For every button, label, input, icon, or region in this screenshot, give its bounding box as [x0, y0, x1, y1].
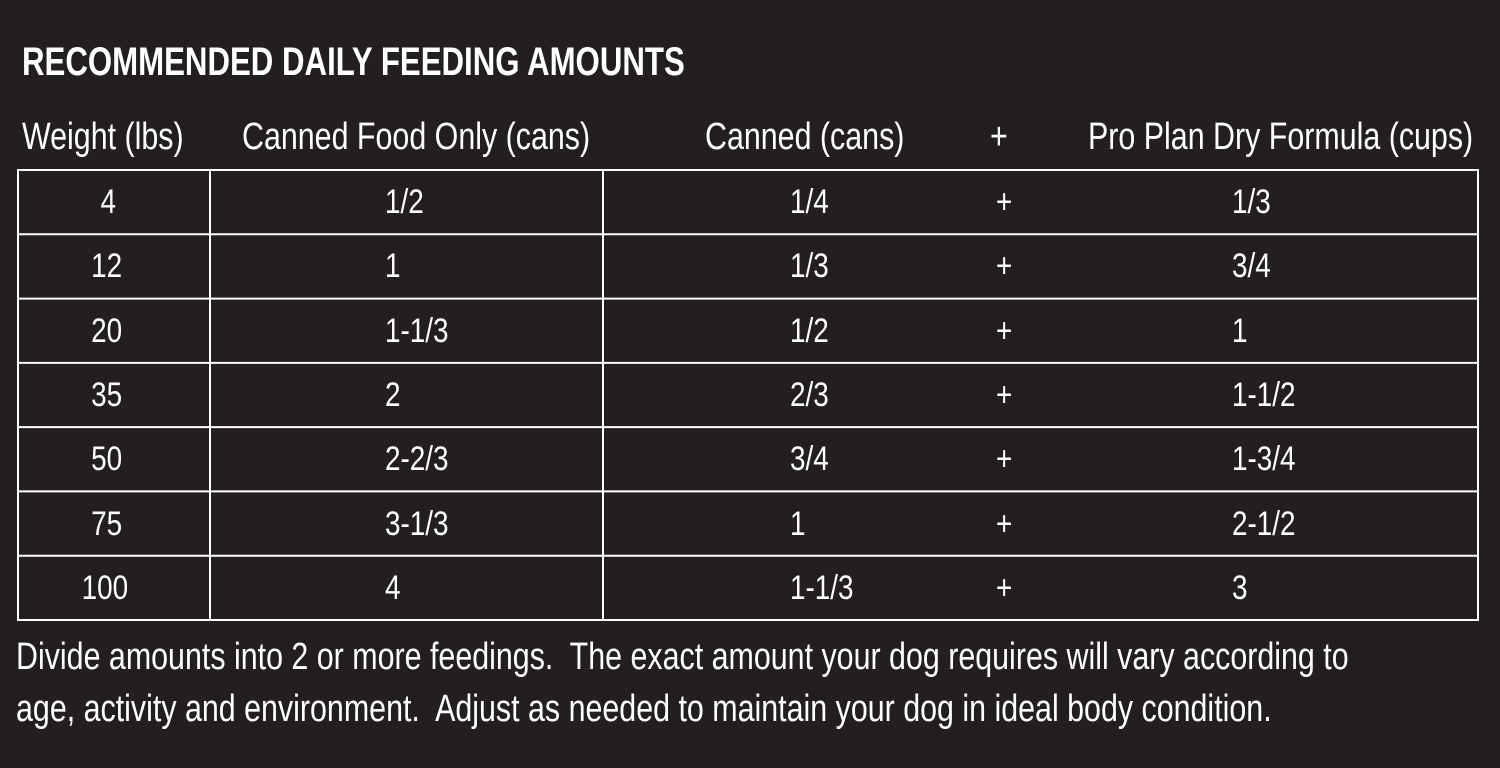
table-cell: 50: [91, 440, 123, 479]
table-cell: +: [996, 376, 1013, 414]
table-cell: 35: [91, 376, 123, 414]
table-cell: 3-1/3: [385, 504, 449, 543]
column-header: Pro Plan Dry Formula (cups): [1088, 116, 1474, 158]
table-cell: 1-1/3: [790, 568, 854, 607]
note-line: Divide amounts into 2 or more feedings. …: [16, 636, 1349, 678]
table-cell: 3/4: [1232, 247, 1271, 286]
table-cell: 2-1/2: [1232, 504, 1296, 543]
table-cell: 1-1/3: [385, 311, 449, 350]
column-header: +: [990, 116, 1008, 158]
column-header: Canned (cans): [705, 116, 905, 158]
column-header: Canned Food Only (cans): [242, 116, 591, 158]
table-cell: 1: [790, 504, 806, 543]
table-cell: 1/2: [790, 311, 829, 350]
table-cell: 2/3: [790, 376, 829, 414]
table-cell: 4: [385, 568, 401, 607]
table-cell: 3/4: [790, 440, 829, 479]
table-cell: +: [996, 183, 1013, 222]
table-cell: +: [996, 311, 1013, 350]
table-cell: 1/3: [1232, 183, 1271, 222]
table-cell: 1: [385, 247, 401, 286]
table-cell: 2-2/3: [385, 440, 449, 479]
table-cell: +: [996, 440, 1013, 479]
table-cell: 75: [91, 504, 123, 543]
table-cell: 1/4: [790, 183, 829, 222]
table-cell: +: [996, 247, 1013, 286]
table-cell: +: [996, 504, 1013, 543]
table-cell: 1/3: [790, 247, 829, 286]
table-cell: 4: [100, 183, 117, 222]
table-cell: 2: [385, 376, 401, 414]
column-header: Weight (lbs): [22, 116, 184, 158]
table-cell: 12: [91, 247, 123, 286]
table-cell: 1: [1232, 311, 1248, 350]
table-cell: 1/2: [385, 183, 424, 222]
table-cell: 20: [91, 311, 123, 350]
table-cell: 1-1/2: [1232, 376, 1296, 414]
note-line: age, activity and environment. Adjust as…: [16, 688, 1272, 730]
table-cell: +: [996, 568, 1013, 607]
title: RECOMMENDED DAILY FEEDING AMOUNTS: [22, 40, 685, 84]
table-cell: 1-3/4: [1232, 440, 1296, 479]
table-cell: 100: [81, 568, 129, 607]
table-border: [17, 169, 1479, 621]
table-cell: 3: [1232, 568, 1248, 607]
